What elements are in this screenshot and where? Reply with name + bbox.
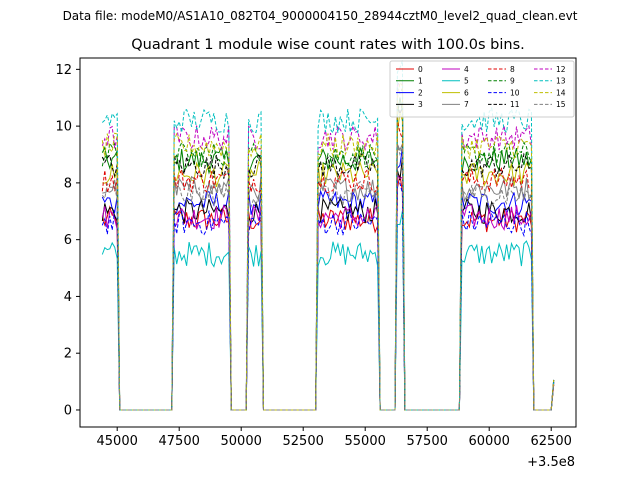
legend-label: 15 <box>556 100 566 109</box>
legend-label: 1 <box>418 77 423 86</box>
series-line-5 <box>101 210 555 411</box>
series-line-4 <box>101 174 555 411</box>
legend-label: 5 <box>464 77 469 86</box>
legend-label: 13 <box>556 77 566 86</box>
series-line-9 <box>101 87 555 411</box>
x-tick-label: 55000 <box>345 434 386 449</box>
y-tick-label: 6 <box>64 233 72 248</box>
y-tick-label: 12 <box>55 63 72 78</box>
x-tick-label: 62500 <box>531 434 572 449</box>
legend-label: 7 <box>464 100 469 109</box>
y-tick-label: 4 <box>64 290 72 305</box>
series-line-0 <box>101 174 555 411</box>
series-line-14 <box>101 81 555 411</box>
plot-frame <box>79 57 577 428</box>
series-line-10 <box>101 179 555 411</box>
x-tick-label: 52500 <box>283 434 324 449</box>
legend-label: 10 <box>510 88 520 97</box>
legend-label: 14 <box>556 88 566 97</box>
series-line-13 <box>101 60 555 411</box>
legend-label: 4 <box>464 65 469 74</box>
chart-suptitle: Data file: modeM0/AS1A10_082T04_90000041… <box>63 9 578 23</box>
x-tick-label: 60000 <box>469 434 510 449</box>
series-line-7 <box>102 143 555 411</box>
y-tick-label: 0 <box>64 403 72 418</box>
legend-label: 8 <box>510 65 515 74</box>
series-line-12 <box>101 79 555 411</box>
x-offset-label: +3.5e8 <box>527 455 575 470</box>
x-tick-label: 57500 <box>407 434 448 449</box>
legend-label: 11 <box>510 100 520 109</box>
chart-title: Quadrant 1 module wise count rates with … <box>131 37 525 53</box>
x-tick-label: 50000 <box>221 434 262 449</box>
series-line-15 <box>101 144 555 411</box>
series-line-11 <box>101 104 555 411</box>
legend-box <box>389 60 575 118</box>
series-line-6 <box>102 111 555 411</box>
series-line-8 <box>101 121 555 411</box>
series-line-3 <box>101 157 555 411</box>
x-tick-label: 47500 <box>159 434 200 449</box>
legend-label: 2 <box>418 88 423 97</box>
x-tick-label: 45000 <box>97 434 138 449</box>
legend-label: 3 <box>418 100 423 109</box>
legend-label: 12 <box>556 65 566 74</box>
legend-label: 9 <box>510 77 515 86</box>
legend-label: 6 <box>464 88 469 97</box>
y-tick-label: 2 <box>64 347 72 362</box>
legend-label: 0 <box>418 65 423 74</box>
y-tick-label: 8 <box>64 176 72 191</box>
y-tick-label: 10 <box>55 120 72 135</box>
